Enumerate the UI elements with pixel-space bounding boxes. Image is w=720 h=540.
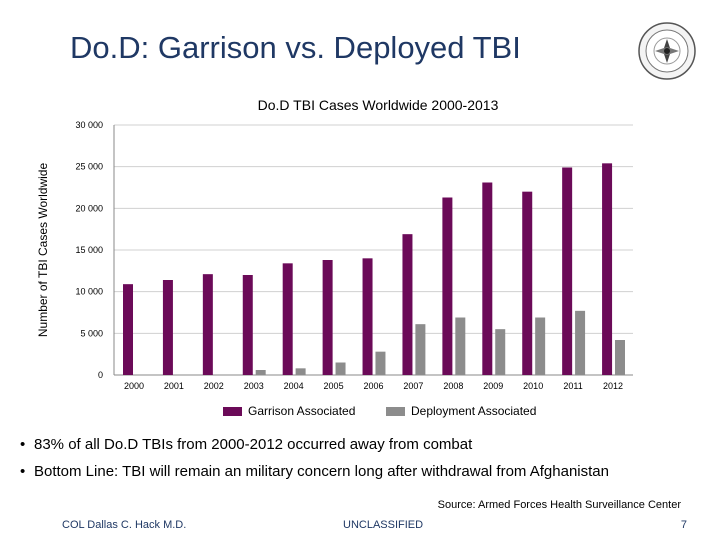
x-tick-label: 2006 [363,381,383,391]
y-tick-label: 20 000 [75,203,103,213]
x-tick-label: 2012 [603,381,623,391]
y-axis-label: Number of TBI Cases Worldwide [36,163,50,338]
x-tick-label: 2001 [164,381,184,391]
x-tick-label: 2002 [204,381,224,391]
chart-title: Do.D TBI Cases Worldwide 2000-2013 [257,97,499,113]
deployment-bar-2006 [375,351,386,375]
garrison-bar-2000 [123,284,133,375]
garrison-bar-2008 [442,197,453,375]
bullet-dot: • [20,436,26,453]
y-tick-label: 0 [98,370,103,380]
y-tick-label: 25 000 [75,162,103,172]
garrison-bar-2012 [602,163,613,375]
x-tick-label: 2005 [324,381,344,391]
deployment-bar-2012 [615,340,625,375]
legend-deployment-swatch [386,406,405,416]
garrison-bar-2009 [482,182,493,375]
x-tick-label: 2007 [403,381,423,391]
bullet-text: Bottom Line: TBI will remain an military… [34,463,609,480]
y-tick-label: 15 000 [75,245,103,255]
deployment-bar-2009 [495,329,506,375]
legend-garrison: Garrison Associated [223,404,355,418]
garrison-bar-2010 [522,191,533,375]
y-tick-label: 5 000 [80,328,103,338]
tbi-bar-chart: 0 5 000 10 000 15 000 20 000 25 000 30 000 Numb… [36,120,633,391]
bullet-list: • 83% of all Do.D TBIs from 2000-2012 oc… [20,436,700,490]
x-tick-label: 2000 [124,381,144,391]
slide-title: Do.D: Garrison vs. Deployed TBI [70,30,521,65]
deployment-bar-2011 [575,310,586,375]
x-tick-label: 2003 [244,381,264,391]
footer-classification: UNCLASSIFIED [343,519,424,531]
deployment-bar-2007 [415,324,426,375]
x-tick-label: 2008 [443,381,463,391]
dod-seal-icon [638,22,696,80]
garrison-bar-2004 [282,263,293,375]
footer-page-number: 7 [680,519,687,531]
source-note: Source: Armed Forces Health Surveillance… [437,499,681,511]
garrison-bar-2001 [162,280,173,375]
deployment-bar-2003 [255,370,266,375]
garrison-bar-2005 [322,260,333,375]
deployment-bar-2008 [455,317,466,375]
garrison-bar-2007 [402,234,413,375]
deployment-bar-2010 [535,317,546,375]
garrison-bar-2002 [202,274,213,375]
garrison-bar-2006 [362,258,373,375]
x-tick-label: 2009 [483,381,503,391]
garrison-bar-2011 [562,167,573,375]
garrison-bar-2003 [242,275,253,375]
legend-deployment: Deployment Associated [386,404,536,418]
x-tick-label: 2010 [523,381,543,391]
bullet-item: • 83% of all Do.D TBIs from 2000-2012 oc… [20,436,700,453]
bullet-text: 83% of all Do.D TBIs from 2000-2012 occu… [34,436,473,453]
deployment-bar-2005 [335,362,346,375]
legend-garrison-label: Garrison Associated [248,404,356,418]
y-tick-label: 10 000 [75,287,103,297]
y-tick-label: 30 000 [75,120,103,130]
x-tick-label: 2004 [284,381,304,391]
legend-garrison-swatch [223,406,242,416]
legend-deployment-label: Deployment Associated [411,404,537,418]
bullet-dot: • [20,463,26,480]
bullet-item: • Bottom Line: TBI will remain an milita… [20,463,700,480]
footer-author: COL Dallas C. Hack M.D. [62,519,187,531]
deployment-bar-2004 [295,368,306,375]
x-tick-label: 2011 [563,381,582,391]
